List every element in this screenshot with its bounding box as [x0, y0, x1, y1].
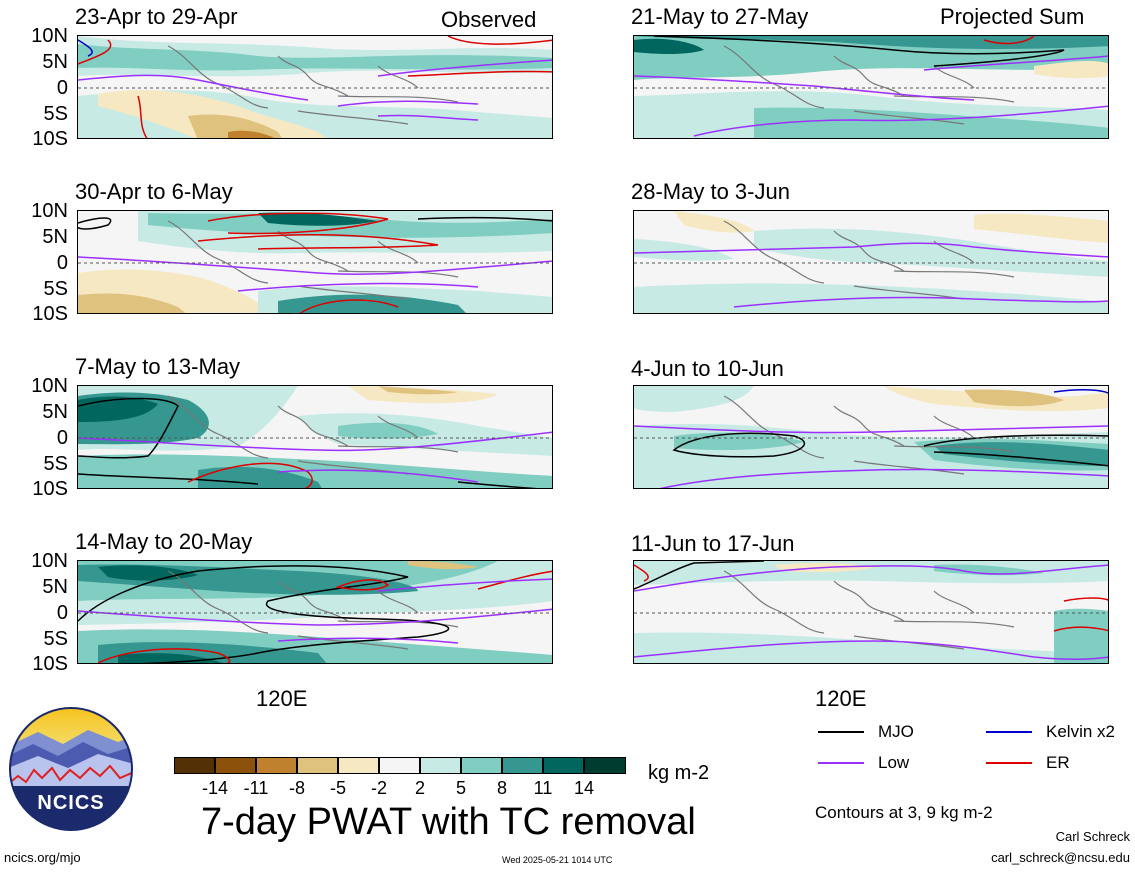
- colorbar-swatch: [256, 757, 297, 774]
- y-tick-10n: 10N: [31, 25, 68, 47]
- y-tick-5n: 5N: [42, 51, 68, 73]
- colorbar-tick: 2: [414, 778, 425, 798]
- panel-title-left-1: 23-Apr to 29-Apr: [75, 4, 238, 29]
- colorbar-swatch: [215, 757, 256, 774]
- projected-sum-label: Projected Sum: [940, 4, 1085, 29]
- map-panel-left-1: [77, 35, 553, 139]
- colorbar-swatch: [297, 757, 338, 774]
- colorbar-swatch: [174, 757, 215, 774]
- y-tick-0: 0: [56, 252, 68, 274]
- contours-note: Contours at 3, 9 kg m-2: [815, 803, 993, 822]
- colorbar-swatch: [379, 757, 420, 774]
- y-tick-5s: 5S: [43, 278, 68, 300]
- y-tick-5s: 5S: [43, 453, 68, 475]
- colorbar-swatch: [502, 757, 543, 774]
- colorbar-tick: 11: [533, 778, 553, 798]
- map-panel-left-3: [77, 385, 553, 489]
- x-tick-label-left: 120E: [256, 686, 308, 711]
- colorbar-swatch: [338, 757, 379, 774]
- y-tick-10n: 10N: [31, 200, 68, 222]
- legend-er-label: ER: [1046, 753, 1070, 772]
- panel-title-left-4: 14-May to 20-May: [75, 529, 253, 554]
- y-tick-10s: 10S: [32, 653, 68, 675]
- colorbar-swatch: [543, 757, 584, 774]
- ncics-logo-graphic: [9, 707, 133, 831]
- panel-title-right-2: 28-May to 3-Jun: [631, 179, 790, 204]
- colorbar-tick: -11: [243, 778, 269, 798]
- y-tick-5n: 5N: [42, 401, 68, 423]
- y-tick-10s: 10S: [32, 478, 68, 500]
- map-panel-left-4: [77, 560, 553, 664]
- x-tick-label-right: 120E: [815, 686, 867, 711]
- y-tick-0: 0: [56, 602, 68, 624]
- legend-mjo-line: [818, 731, 864, 733]
- panel-title-left-2: 30-Apr to 6-May: [75, 179, 233, 204]
- colorbar-swatch: [420, 757, 461, 774]
- map-panel-right-1: [633, 35, 1109, 139]
- observed-label: Observed: [441, 7, 537, 32]
- y-tick-0: 0: [56, 427, 68, 449]
- legend-kelvin-line: [986, 731, 1032, 733]
- y-tick-5s: 5S: [43, 628, 68, 650]
- y-tick-0: 0: [56, 77, 68, 99]
- colorbar-tick: -14: [201, 778, 228, 798]
- colorbar-swatch: [461, 757, 502, 774]
- colorbar-tick: -8: [288, 778, 305, 798]
- y-tick-10s: 10S: [32, 128, 68, 150]
- panel-title-right-3: 4-Jun to 10-Jun: [631, 356, 784, 381]
- legend-low-line: [818, 762, 864, 764]
- y-tick-5n: 5N: [42, 576, 68, 598]
- panel-title-right-4: 11-Jun to 17-Jun: [631, 531, 795, 556]
- map-panel-right-3: [633, 385, 1109, 489]
- main-title: 7-day PWAT with TC removal: [201, 801, 696, 843]
- map-panel-right-2: [633, 210, 1109, 314]
- colorbar-tick: 5: [455, 778, 466, 798]
- map-panel-right-4: [633, 560, 1109, 664]
- legend-mjo-label: MJO: [878, 722, 914, 741]
- y-tick-5s: 5S: [43, 103, 68, 125]
- colorbar-swatch: [584, 757, 626, 774]
- colorbar-tick: -5: [329, 778, 346, 798]
- y-tick-10n: 10N: [31, 375, 68, 397]
- panel-title-right-1: 21-May to 27-May: [631, 4, 809, 29]
- y-tick-5n: 5N: [42, 226, 68, 248]
- y-tick-10n: 10N: [31, 550, 68, 572]
- colorbar-tick: 8: [496, 778, 507, 798]
- colorbar-tick: -2: [370, 778, 387, 798]
- ncics-logo: NCICS: [8, 706, 134, 832]
- panel-title-left-3: 7-May to 13-May: [75, 354, 241, 379]
- footer-timestamp: Wed 2025-05-21 1014 UTC: [502, 855, 613, 865]
- footer-author: Carl Schreck: [1055, 829, 1130, 844]
- legend-low-label: Low: [878, 753, 910, 772]
- logo-text: NCICS: [37, 792, 105, 814]
- footer-site: ncics.org/mjo: [4, 850, 81, 865]
- colorbar-tick: 14: [573, 778, 595, 798]
- y-tick-10s: 10S: [32, 303, 68, 325]
- legend-kelvin-label: Kelvin x2: [1046, 722, 1115, 741]
- colorbar-unit: kg m-2: [648, 762, 710, 784]
- map-panel-left-2: [77, 210, 553, 314]
- legend-er-line: [986, 762, 1032, 764]
- footer-email: carl_schreck@ncsu.edu: [991, 850, 1130, 865]
